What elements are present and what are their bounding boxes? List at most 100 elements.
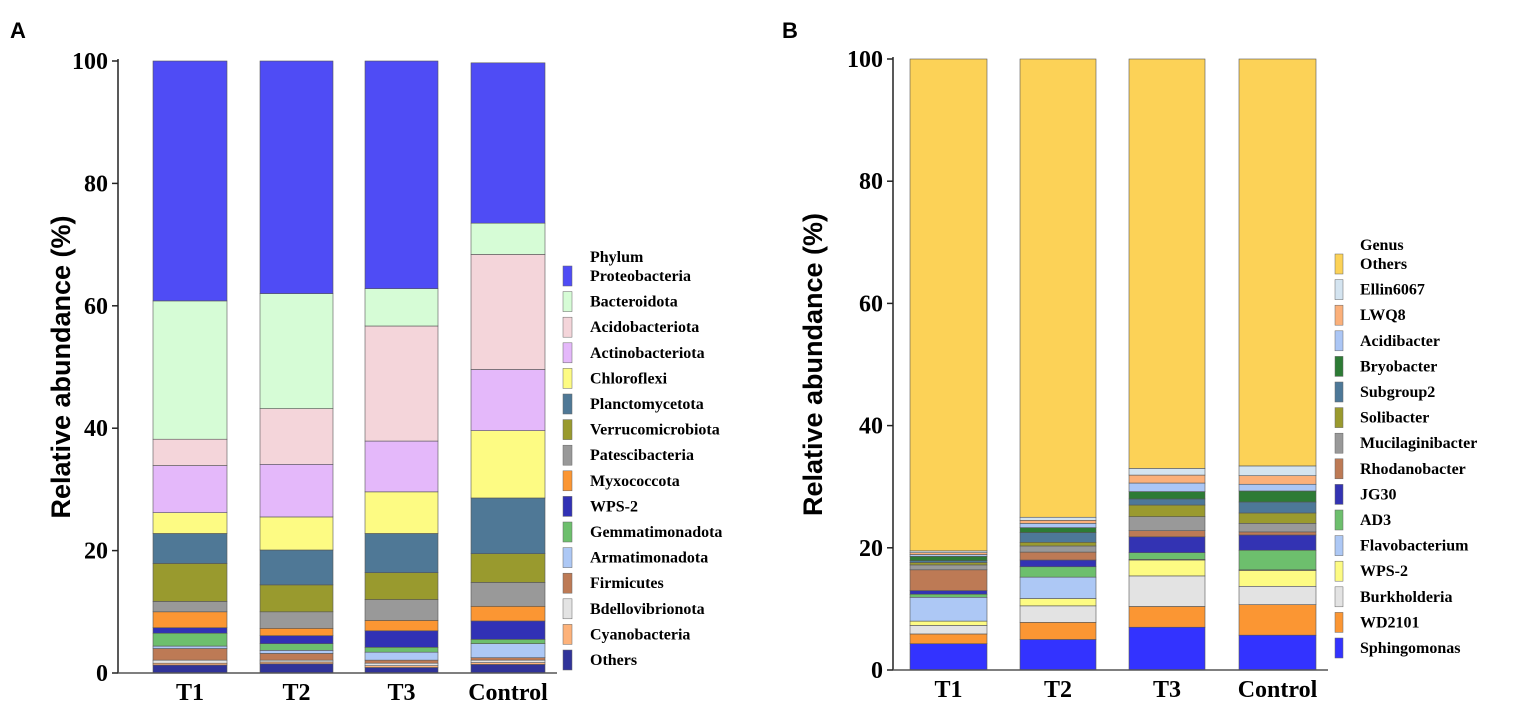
bar-segment-rhodanobacter	[1019, 551, 1097, 561]
bar-segment-myxococcota	[470, 605, 546, 622]
bar-segment-myxococcota	[259, 628, 334, 636]
bar-segment-proteobacteria	[259, 60, 334, 294]
legend-label: WD2101	[1360, 614, 1420, 631]
bar-segment-lwq8	[1238, 475, 1317, 485]
legend-swatch	[1334, 637, 1344, 659]
legend-label: Patescibacteria	[590, 447, 694, 464]
bar-segment-verrucomicrobiota	[364, 572, 439, 600]
bar-segment-verrucomicrobiota	[470, 553, 546, 583]
y-tick-label: 40	[859, 414, 883, 440]
bar-segment-wd2101	[1019, 622, 1097, 640]
legend-label: Flavobacterium	[1360, 538, 1469, 555]
legend-swatch	[562, 291, 573, 312]
legend-title: Phylum	[590, 249, 644, 266]
legend-swatch	[562, 624, 573, 645]
legend-label: Others	[1360, 256, 1407, 273]
legend-swatch	[562, 444, 573, 466]
legend-swatch	[1334, 432, 1344, 454]
legend-label: Acidibacter	[1360, 333, 1440, 350]
bar-segment-proteobacteria	[470, 62, 546, 224]
bar-segment-acidibacter	[1128, 482, 1206, 492]
bar-segment-bacteroidota	[470, 222, 546, 255]
legend-swatch	[1334, 484, 1344, 505]
bar-segment-gemmatimonadota	[364, 646, 439, 653]
bar-segment-acidobacteriota	[364, 325, 439, 442]
legend-swatch	[562, 649, 573, 671]
bar-segment-firmicutes	[152, 648, 228, 661]
bar-segment-actinobacteriota	[470, 369, 546, 431]
legend-label: LWQ8	[1360, 307, 1406, 324]
bar-segment-subgroup2	[1238, 501, 1317, 514]
legend-swatch	[1334, 356, 1344, 377]
bar-segment-firmicutes	[259, 653, 334, 661]
bar-segment-ad3	[1019, 566, 1097, 578]
y-tick-label: 100	[72, 49, 108, 75]
legend-label: Bacteroidota	[590, 294, 678, 311]
bar-segment-ad3	[909, 593, 988, 598]
bar-segment-subgroup2	[1128, 498, 1206, 506]
bar-segment-flavobacterium	[1019, 576, 1097, 599]
legend-swatch	[1334, 458, 1344, 480]
bar-segment-mucilaginibacter	[1238, 523, 1317, 533]
bar-segment-others	[1238, 58, 1317, 467]
legend-swatch	[562, 598, 573, 620]
x-tick-label: T3	[387, 680, 415, 706]
legend-label: Sphingomonas	[1360, 640, 1461, 657]
bar-segment-ellin6067	[1128, 468, 1206, 476]
bar-segment-wps-2	[259, 635, 334, 644]
bar-segment-mucilaginibacter	[909, 564, 988, 571]
bar-segment-others	[152, 664, 228, 674]
legend-label: Firmicutes	[590, 575, 664, 592]
bar-segment-acidobacteriota	[470, 254, 546, 370]
bar-segment-rhodanobacter	[909, 569, 988, 591]
bar-segment-ellin6067	[1238, 465, 1317, 477]
bar-segment-bacteroidota	[259, 293, 334, 409]
bar-segment-firmicutes	[470, 657, 546, 661]
legend-swatch	[1334, 304, 1344, 326]
legend-label: Verrucomicrobiota	[590, 422, 720, 439]
bar-segment-burkholderia	[909, 625, 988, 635]
bar-segment-rhodanobacter	[1238, 531, 1317, 536]
bar-segment-wd2101	[1128, 606, 1206, 628]
legend-label: Solibacter	[1360, 410, 1429, 427]
panel-label: A	[10, 18, 26, 43]
legend-label: JG30	[1360, 486, 1396, 503]
bar-segment-ad3	[1128, 552, 1206, 560]
bar-segment-jg30	[1128, 536, 1206, 553]
bar-segment-bacteroidota	[152, 300, 228, 440]
legend-label: Planctomycetota	[590, 396, 704, 413]
bar-segment-bdellovibrionota	[152, 659, 228, 664]
bar-segment-solibacter	[1019, 542, 1097, 547]
legend-label: Gemmatimonadota	[590, 524, 722, 541]
legend-swatch	[562, 521, 573, 543]
bar-segment-patescibacteria	[152, 601, 228, 613]
bar-segment-verrucomicrobiota	[152, 563, 228, 602]
bar-segment-chloroflexi	[152, 512, 228, 534]
bar-segment-others	[259, 663, 334, 674]
y-tick-label: 60	[859, 291, 883, 317]
bar-segment-chloroflexi	[470, 430, 546, 499]
x-tick-label: T1	[934, 677, 962, 703]
panel-label: B	[782, 18, 798, 43]
bar-segment-lwq8	[1019, 520, 1097, 524]
bar-segment-armatimonadota	[152, 645, 228, 649]
legend-swatch	[1334, 279, 1344, 300]
bar-segment-myxococcota	[152, 611, 228, 629]
bar-segment-sphingomonas	[909, 643, 988, 671]
legend-label: AD3	[1360, 512, 1391, 529]
bar-segment-armatimonadota	[364, 651, 439, 661]
y-tick-label: 80	[84, 171, 108, 197]
bar-segment-bdellovibrionota	[470, 659, 546, 663]
bar-segment-sphingomonas	[1238, 634, 1317, 671]
y-tick-label: 20	[84, 539, 108, 565]
bar-segment-wps-2	[1019, 598, 1097, 607]
bar-segment-others	[1128, 58, 1206, 469]
legend-label: Acidobacteriota	[590, 319, 699, 336]
bar-segment-gemmatimonadota	[470, 639, 546, 644]
bar-segment-rhodanobacter	[1128, 530, 1206, 538]
legend-label: Chloroflexi	[590, 370, 668, 387]
legend-swatch	[1334, 586, 1344, 608]
bar-segment-wps-2	[364, 630, 439, 648]
legend-swatch	[562, 316, 573, 338]
bar-segment-myxococcota	[364, 620, 439, 632]
